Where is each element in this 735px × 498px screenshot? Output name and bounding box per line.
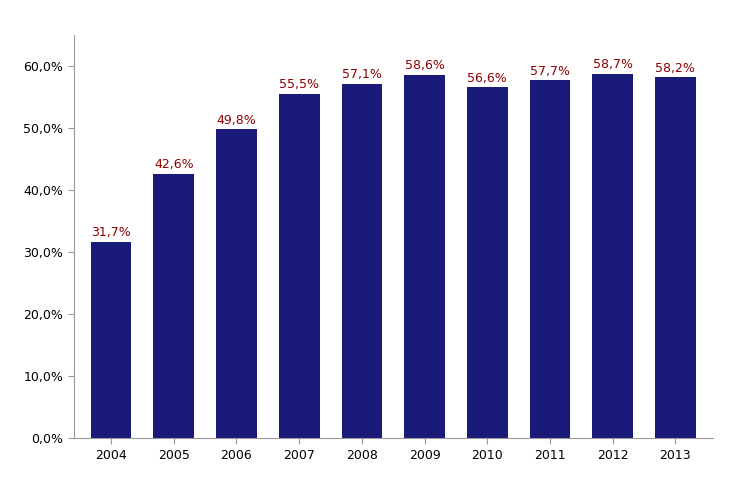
Bar [404, 75, 445, 438]
Bar [154, 174, 194, 438]
Bar [530, 80, 570, 438]
Text: 57,7%: 57,7% [530, 65, 570, 78]
Bar [216, 129, 257, 438]
Text: 31,7%: 31,7% [91, 226, 131, 239]
Bar [279, 94, 320, 438]
Bar [655, 77, 696, 438]
Text: 58,2%: 58,2% [656, 62, 695, 75]
Text: 49,8%: 49,8% [217, 114, 257, 126]
Text: 55,5%: 55,5% [279, 78, 319, 91]
Text: 42,6%: 42,6% [154, 158, 193, 171]
Text: 56,6%: 56,6% [467, 72, 507, 85]
Bar [342, 84, 382, 438]
Bar [467, 87, 508, 438]
Bar [90, 242, 132, 438]
Text: 57,1%: 57,1% [342, 68, 381, 81]
Bar [592, 74, 633, 438]
Text: 58,6%: 58,6% [405, 59, 445, 72]
Text: 58,7%: 58,7% [592, 58, 633, 72]
